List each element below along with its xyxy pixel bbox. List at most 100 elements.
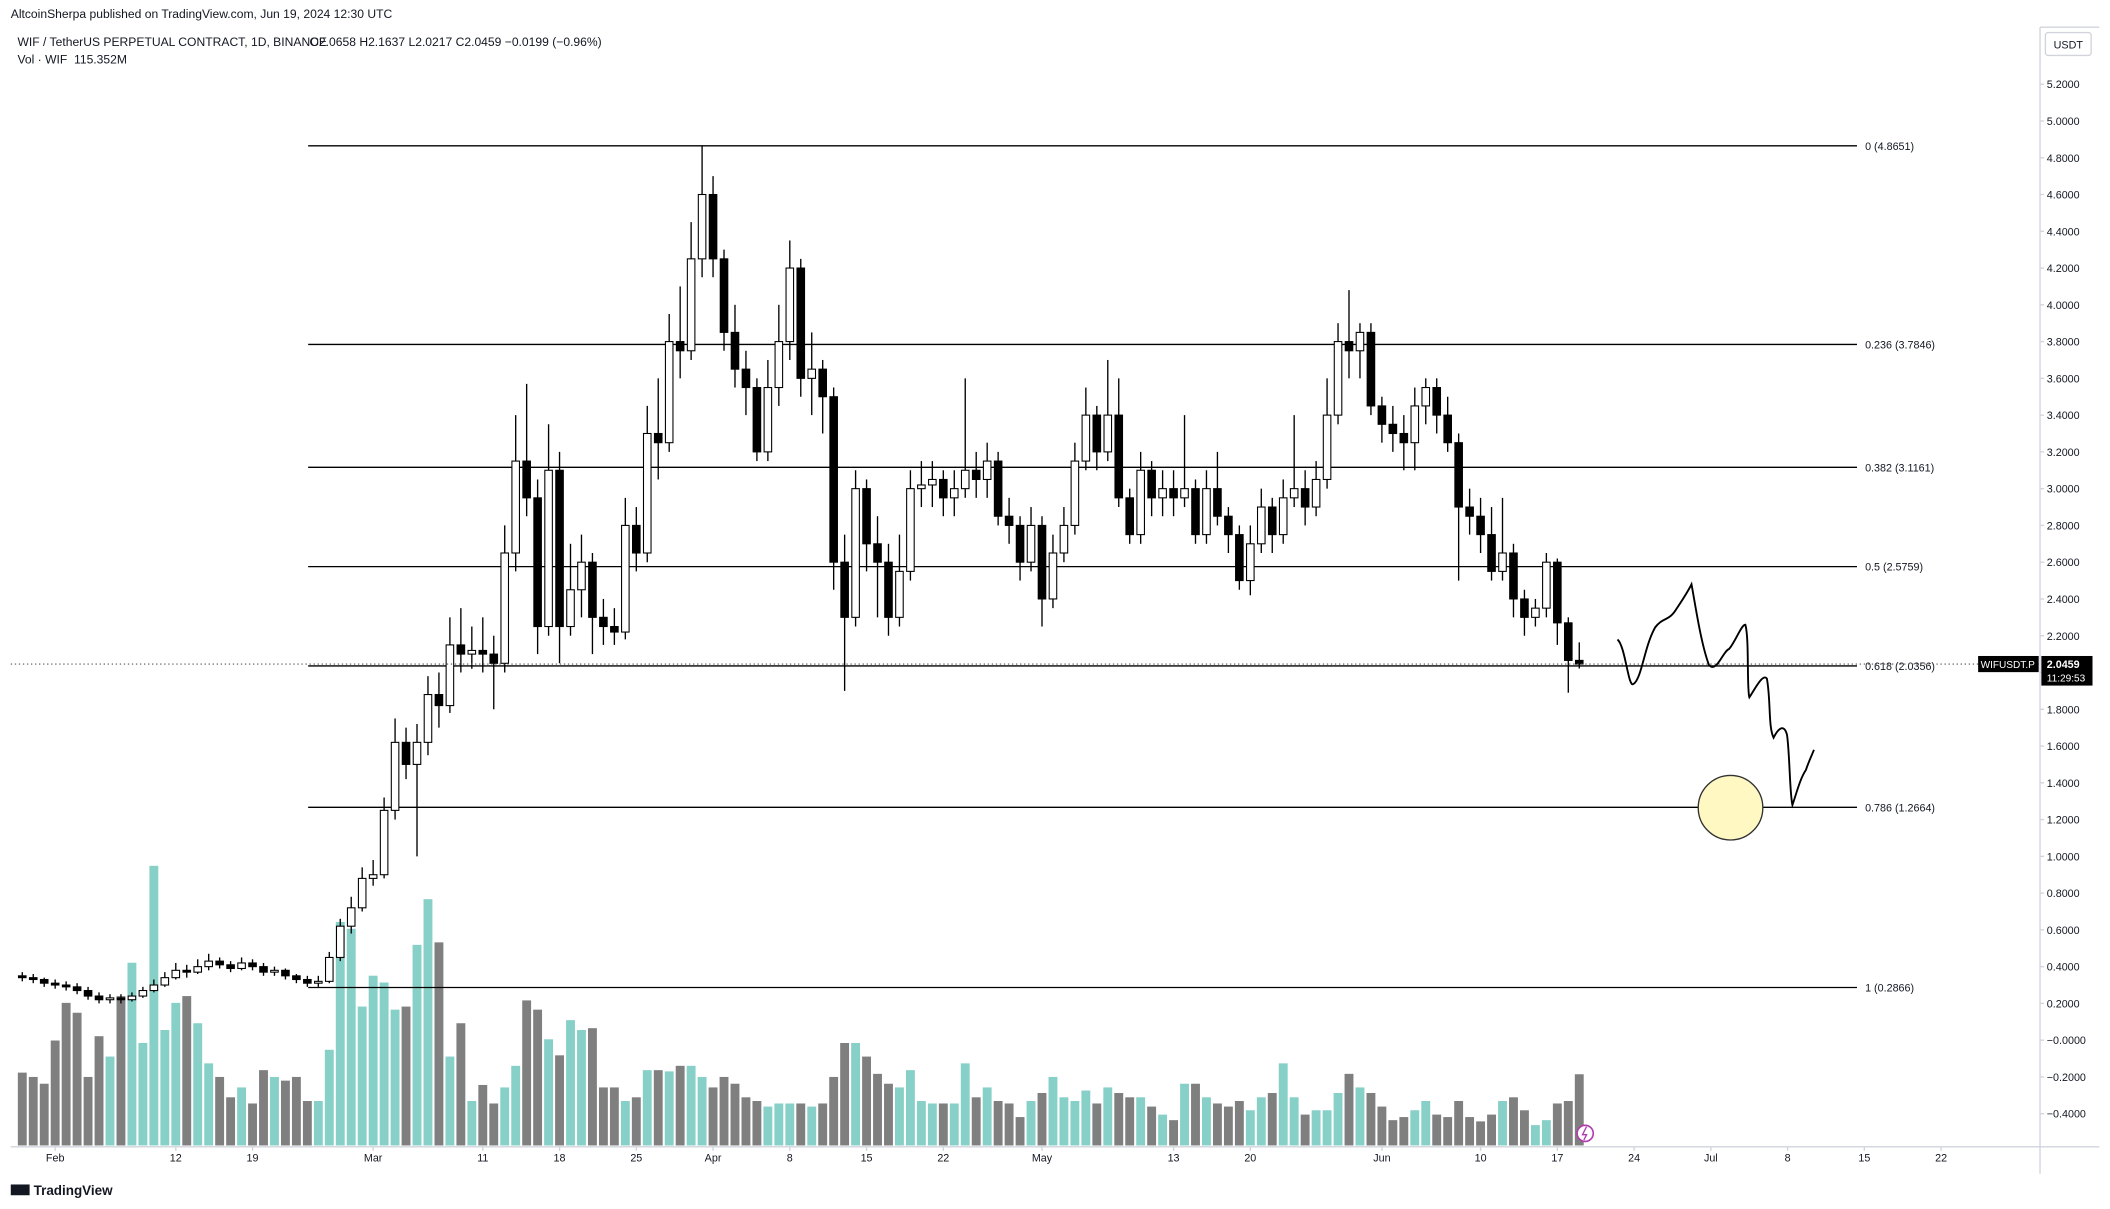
candle-body (445, 644, 455, 707)
candle-body (1103, 414, 1113, 453)
volume-bar (160, 1030, 170, 1146)
volume-bar (1410, 1110, 1420, 1146)
volume-bar (730, 1083, 740, 1146)
candle-body (1224, 515, 1233, 536)
volume-bar (895, 1087, 904, 1146)
candle-body (259, 966, 268, 973)
volume-bar (138, 1042, 148, 1146)
volume-bar (1541, 1120, 1551, 1146)
candle-body (939, 478, 948, 499)
y-tick-label: 1.4000 (2047, 778, 2080, 790)
x-tick-label: 12 (170, 1153, 182, 1165)
x-tick-label: Apr (705, 1153, 722, 1165)
volume-bar (588, 1028, 597, 1146)
volume-bar (368, 975, 378, 1146)
candle-body (1092, 414, 1102, 453)
x-tick-label: Jul (1704, 1153, 1718, 1165)
candle-body (1147, 469, 1156, 499)
candle-body (17, 975, 27, 979)
y-tick-label: 1.0000 (2047, 851, 2080, 863)
volume-bar (785, 1103, 795, 1146)
volume-bar (1245, 1110, 1255, 1146)
x-tick-label: Feb (46, 1153, 65, 1165)
volume-bar (1169, 1120, 1179, 1146)
volume-bar (840, 1042, 850, 1146)
fib-label: 0.382 (3.1161) (1865, 462, 1934, 474)
volume-bar (708, 1087, 718, 1146)
y-tick-label: 3.4000 (2047, 410, 2080, 422)
candle-body (1081, 414, 1091, 462)
y-tick-label: 4.8000 (2047, 153, 2080, 165)
currency-box[interactable] (2044, 31, 2092, 57)
volume-bar (1454, 1101, 1464, 1146)
candle-body (83, 989, 93, 997)
candle-body (917, 484, 926, 490)
candle-body (94, 995, 104, 1001)
candle-body (105, 997, 115, 1001)
projection-drawing (1616, 581, 1815, 809)
volume-bar (280, 1080, 290, 1146)
candle-body (708, 193, 718, 260)
y-tick-label: 3.0000 (2047, 484, 2080, 496)
candle-body (851, 488, 860, 618)
y-tick-label: 3.6000 (2047, 373, 2080, 385)
volume-bar (1574, 1074, 1584, 1146)
x-tick-label: 17 (1551, 1153, 1563, 1165)
y-tick-label: 4.6000 (2047, 190, 2080, 202)
volume-bar (1256, 1097, 1266, 1146)
volume-bar (1180, 1083, 1189, 1146)
volume-bar (522, 1000, 532, 1146)
volume-bar (1114, 1092, 1124, 1146)
currency[interactable]: USDT (2054, 40, 2084, 52)
volume-bar (807, 1106, 817, 1146)
volume-bar (642, 1070, 652, 1146)
volume-bar (1125, 1097, 1135, 1146)
y-tick-label: 4.4000 (2047, 226, 2080, 238)
price-tag (2041, 655, 2093, 686)
y-tick-label: 3.8000 (2047, 337, 2080, 349)
candle-body (785, 267, 795, 343)
candle-body (1169, 488, 1178, 499)
candle-body (1498, 552, 1507, 572)
candle-body (1037, 524, 1047, 600)
volume-bar (555, 1055, 564, 1146)
volume-bar (17, 1072, 27, 1146)
volume-bar (1366, 1092, 1376, 1146)
candle-body (928, 478, 937, 486)
y-tick-label: 2.4000 (2047, 594, 2080, 606)
volume-bar (1081, 1090, 1091, 1146)
volume-bar (1465, 1117, 1475, 1146)
alert-icon[interactable] (1576, 1124, 1595, 1143)
y-tick-label: 3.2000 (2047, 447, 2080, 459)
volume-bar (884, 1083, 893, 1146)
volume-bar (1344, 1073, 1354, 1146)
candle-body (489, 653, 499, 664)
x-tick-label: 8 (1785, 1153, 1791, 1165)
volume-bar (1037, 1092, 1047, 1146)
volume-bar (1563, 1101, 1573, 1146)
volume-value: 115.352M (74, 53, 127, 67)
volume-bar (412, 944, 422, 1146)
candle-body (1246, 543, 1255, 582)
candle-body (971, 469, 981, 480)
candle-body (390, 741, 400, 811)
candle-body (873, 543, 882, 563)
candle-body (237, 962, 246, 970)
plot: 0 (4.8651) 0.236 (3.7846) 0.382 (3.1161) 0.… (10, 141, 2039, 1146)
volume-bar (697, 1076, 707, 1146)
x-tick-label: 15 (861, 1153, 873, 1165)
candle-body (215, 960, 224, 966)
candle-body (467, 649, 477, 655)
volume-bar (719, 1076, 729, 1146)
candle-body (335, 925, 345, 958)
candle-body (1158, 488, 1167, 499)
candle-body (631, 524, 641, 554)
candle-body (478, 649, 488, 655)
volume-bar (50, 1040, 60, 1146)
volume-bar (829, 1076, 839, 1146)
candle-body (1542, 561, 1551, 609)
candle-body (39, 978, 49, 984)
volume-bar (204, 1063, 214, 1146)
volume-bar (1004, 1103, 1014, 1146)
